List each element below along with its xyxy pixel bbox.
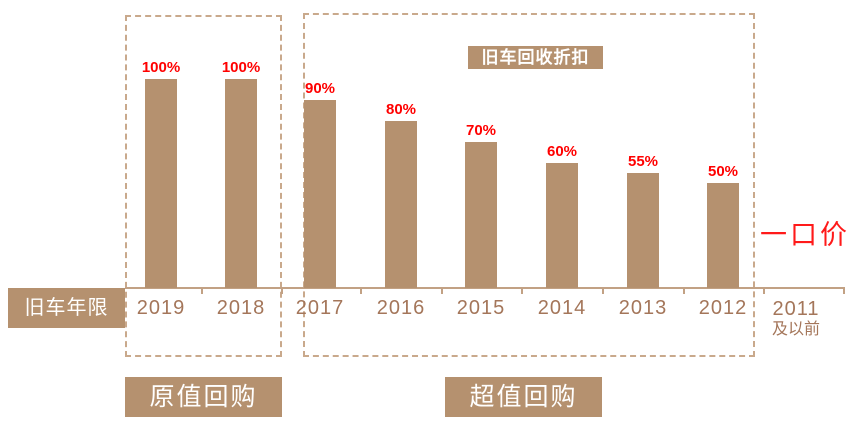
axis-tick (521, 287, 523, 294)
year-label: 2013 (618, 297, 668, 319)
bar-value-label: 55% (627, 153, 659, 170)
year-label-2011-and-before: 2011 及以前 (755, 298, 837, 340)
bar-value-label: 50% (707, 163, 739, 180)
dashed-box-original-value (125, 15, 282, 357)
bar-value-label: 100% (141, 59, 181, 76)
year-label: 2012 (698, 297, 748, 319)
bar-value-label: 60% (546, 143, 578, 160)
bar-2016 (385, 121, 417, 288)
bar-2019 (145, 79, 177, 288)
group-badge-original-value: 原值回购 (125, 377, 282, 417)
year-label-2011-line1: 2011 (772, 298, 820, 320)
fixed-price-label: 一口价 (760, 220, 850, 250)
bar-value-label: 80% (385, 101, 417, 118)
year-label: 2018 (216, 297, 266, 319)
year-label: 2015 (456, 297, 506, 319)
axis-tick (360, 287, 362, 294)
year-label: 2017 (295, 297, 345, 319)
axis-tick (281, 287, 283, 294)
axis-tick (843, 287, 845, 294)
bar-2012 (707, 183, 739, 288)
chart-title-badge: 旧车回收折扣 (468, 46, 603, 69)
year-label: 2014 (537, 297, 587, 319)
axis-label-box: 旧车年限 (8, 288, 125, 328)
bar-2013 (627, 173, 659, 288)
axis-line (125, 287, 845, 289)
bar-value-label: 100% (221, 59, 261, 76)
bar-value-label: 90% (304, 80, 336, 97)
axis-tick (602, 287, 604, 294)
year-label: 2016 (376, 297, 426, 319)
year-label-2011-line2: 及以前 (771, 321, 820, 338)
bar-2015 (465, 142, 497, 288)
bar-2018 (225, 79, 257, 288)
axis-tick (441, 287, 443, 294)
axis-tick (683, 287, 685, 294)
bar-value-label: 70% (465, 122, 497, 139)
bar-2014 (546, 163, 578, 288)
year-label: 2019 (136, 297, 186, 319)
group-badge-premium-value: 超值回购 (445, 377, 602, 417)
axis-tick (201, 287, 203, 294)
axis-tick (763, 287, 765, 294)
bar-2017 (304, 100, 336, 288)
